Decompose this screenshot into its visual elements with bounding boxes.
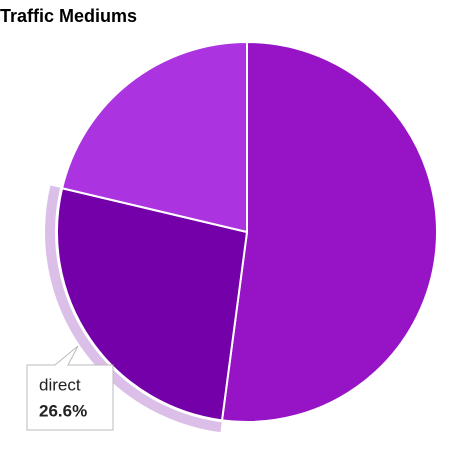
pie-slice [56,187,249,422]
pie-slice [60,40,248,234]
tooltip-value: 26.6% [39,401,87,420]
tooltip: direct 26.6% [26,345,114,431]
chart-title: Traffic Mediums [0,6,137,26]
pie-slice [220,40,438,423]
tooltip-box [26,345,114,431]
tooltip-category: direct [39,375,81,394]
